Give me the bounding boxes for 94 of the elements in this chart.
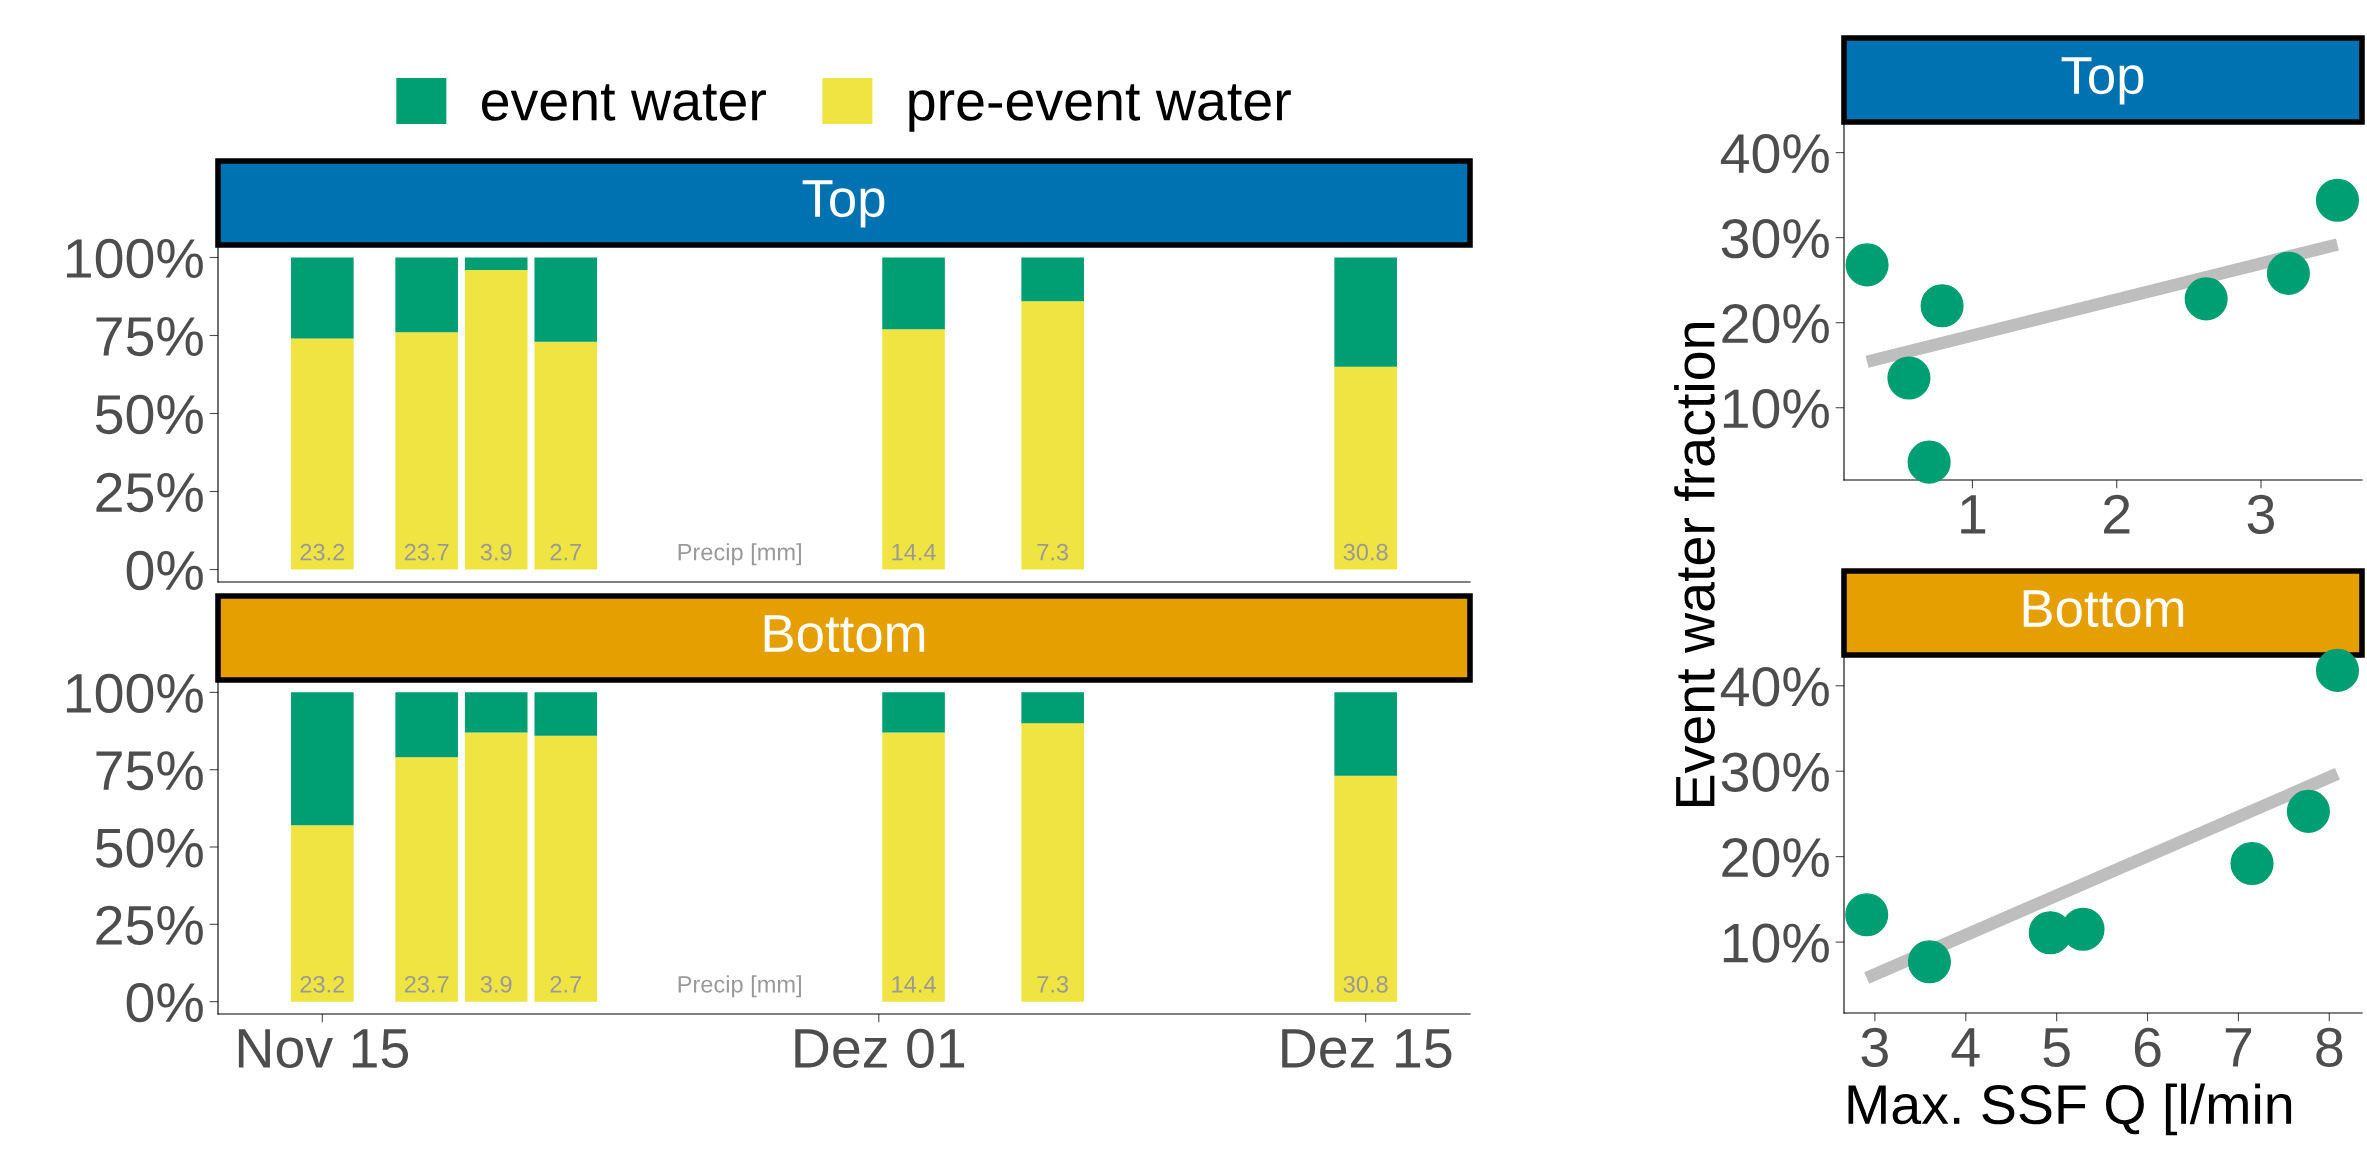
annotation: 23.7 bbox=[404, 543, 449, 561]
bar bbox=[882, 732, 945, 1002]
point bbox=[2315, 178, 2360, 222]
point bbox=[2266, 251, 2310, 295]
point bbox=[1907, 940, 1951, 984]
y-tick-label: 25% bbox=[96, 472, 203, 513]
bar bbox=[534, 692, 598, 736]
x-tick-label: 2 bbox=[2104, 494, 2130, 534]
x-tick-label: Dez 01 bbox=[795, 1028, 965, 1068]
x-tick-label: 3 bbox=[2247, 494, 2275, 534]
y-tick-label: 0% bbox=[126, 982, 203, 1023]
x-tick-label: 5 bbox=[2043, 1028, 2070, 1067]
x-tick-label: 8 bbox=[2316, 1027, 2343, 1067]
bar bbox=[882, 329, 945, 570]
point bbox=[2230, 841, 2274, 886]
x-tick-label: 6 bbox=[2134, 1027, 2161, 1067]
bar bbox=[1021, 257, 1084, 302]
annotation: 3.9 bbox=[480, 543, 512, 561]
bar bbox=[1021, 692, 1084, 724]
bar bbox=[1021, 301, 1084, 570]
y-tick-label: 75% bbox=[96, 751, 203, 791]
x-tick-label: 7 bbox=[2225, 1028, 2252, 1067]
annotation: 14.4 bbox=[892, 544, 936, 561]
bar bbox=[395, 332, 458, 570]
bar bbox=[464, 257, 528, 270]
bar bbox=[1334, 775, 1397, 1002]
annotation: 23.2 bbox=[300, 543, 345, 561]
legend-label: event water bbox=[482, 84, 766, 121]
point bbox=[2315, 648, 2359, 692]
y-tick-label: 100% bbox=[66, 673, 203, 714]
annotation: 30.8 bbox=[1343, 975, 1388, 993]
point bbox=[1907, 440, 1951, 484]
y-tick-label: 40% bbox=[1720, 667, 1829, 707]
chart-title: Top bbox=[802, 180, 885, 228]
bar bbox=[1021, 723, 1084, 1002]
point bbox=[2184, 277, 2228, 321]
bar bbox=[534, 341, 598, 570]
annotation: Precip [mm] bbox=[678, 975, 801, 998]
chart-title: Bottom bbox=[2023, 590, 2184, 628]
y-tick-label: 25% bbox=[96, 905, 203, 945]
annotation: Precip [mm] bbox=[678, 543, 801, 566]
bar bbox=[882, 257, 945, 330]
bar bbox=[291, 338, 354, 570]
bar bbox=[395, 757, 458, 1002]
bar bbox=[291, 692, 354, 826]
x-tick-label: 1 bbox=[1961, 495, 1986, 534]
point bbox=[1920, 284, 1964, 328]
bar bbox=[464, 269, 528, 570]
annotation: 7.3 bbox=[1037, 975, 1069, 993]
x-tick-label: Dez 15 bbox=[1282, 1029, 1452, 1068]
annotation: 14.4 bbox=[892, 976, 936, 993]
y-tick-label: 50% bbox=[95, 828, 203, 868]
bar bbox=[882, 692, 945, 733]
bar bbox=[291, 825, 354, 1002]
bar bbox=[464, 692, 528, 733]
point bbox=[2286, 789, 2330, 833]
annotation: 30.8 bbox=[1343, 543, 1388, 561]
x-tick-label: Nov 15 bbox=[238, 1029, 409, 1068]
bar bbox=[534, 735, 598, 1002]
annotation: 23.2 bbox=[300, 975, 345, 993]
y-tick-label: 10% bbox=[1723, 923, 1829, 963]
y-tick-label: 40% bbox=[1720, 133, 1829, 174]
y-tick-label: 100% bbox=[66, 238, 203, 279]
x-tick-label: 3 bbox=[1861, 1027, 1888, 1067]
y-tick-label: 20% bbox=[1722, 837, 1829, 878]
annotation: 7.3 bbox=[1037, 543, 1069, 561]
legend-label: pre-event water bbox=[909, 84, 1291, 132]
annotation: 2.7 bbox=[550, 543, 582, 561]
point bbox=[1845, 243, 1889, 287]
bar bbox=[534, 257, 598, 342]
bar bbox=[1334, 257, 1397, 367]
y-tick-label: 10% bbox=[1723, 389, 1829, 429]
chart-title: Bottom bbox=[764, 615, 925, 653]
y-tick-label: 75% bbox=[96, 317, 203, 357]
y-tick-label: 30% bbox=[1721, 752, 1829, 792]
annotation: 23.7 bbox=[404, 975, 449, 993]
bar bbox=[1334, 692, 1397, 776]
x-tick-label: 4 bbox=[1951, 1028, 1980, 1067]
annotation: 3.9 bbox=[480, 975, 512, 993]
y-tick-label: 30% bbox=[1721, 218, 1829, 259]
bar bbox=[291, 257, 354, 339]
bar bbox=[395, 692, 458, 758]
bar bbox=[1334, 366, 1397, 570]
y-tick-label: 50% bbox=[95, 394, 203, 435]
point bbox=[1845, 893, 1889, 937]
y-tick-label: 0% bbox=[126, 550, 203, 591]
bar bbox=[464, 732, 528, 1002]
x-axis-title: Max. SSF Q [l/min bbox=[1848, 1083, 2292, 1136]
y-tick-label: 20% bbox=[1722, 304, 1829, 344]
point bbox=[1887, 356, 1931, 400]
annotation: 2.7 bbox=[550, 975, 582, 993]
bar bbox=[395, 257, 458, 333]
chart-title: Top bbox=[2061, 57, 2144, 105]
y-axis-title: Event water fraction bbox=[1674, 323, 1715, 806]
